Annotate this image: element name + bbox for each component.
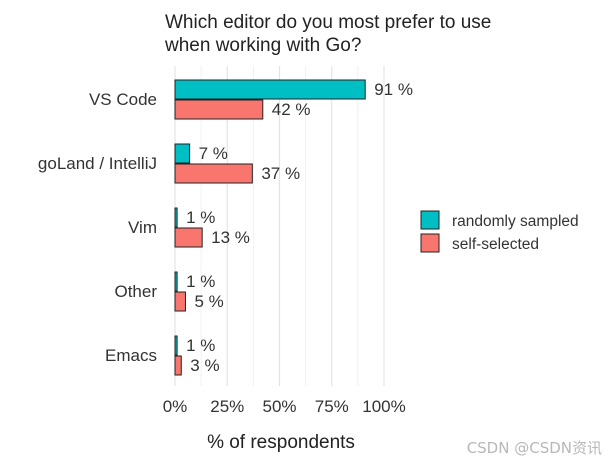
legend-swatch [420, 233, 440, 253]
bar [174, 335, 178, 356]
chart-title-line-2: when working with Go? [164, 35, 361, 56]
data-label: 37 % [261, 164, 300, 183]
data-label: 13 % [211, 228, 250, 247]
data-label: 3 % [190, 356, 219, 375]
bar [174, 207, 178, 228]
bars: 91 %42 %7 %37 %1 %13 %1 %5 %1 %3 % [174, 79, 413, 376]
x-tick-labels: 0% 25% 50% 75% 100% [163, 397, 406, 416]
data-label: 91 % [374, 80, 413, 99]
category-label: Other [114, 282, 157, 301]
data-label: 1 % [186, 208, 215, 227]
bar [174, 227, 203, 248]
category-label: goLand / IntelliJ [38, 154, 157, 173]
data-label: 5 % [194, 292, 223, 311]
watermark: CSDN @CSDN资讯 [466, 439, 602, 457]
category-label: Vim [128, 218, 157, 237]
data-label: 1 % [186, 272, 215, 291]
data-label: 42 % [272, 100, 311, 119]
bar [174, 291, 186, 312]
category-labels: VS Code goLand / IntelliJ Vim Other Emacs [38, 90, 157, 365]
x-tick-label: 75% [315, 397, 349, 416]
bar [174, 79, 366, 100]
category-label: Emacs [105, 346, 157, 365]
category-label: VS Code [89, 90, 157, 109]
bar [174, 271, 178, 292]
bar [174, 143, 191, 164]
legend-label: self-selected [452, 236, 539, 253]
bar [174, 163, 253, 184]
x-tick-label: 25% [210, 397, 244, 416]
x-axis-label: % of respondents [207, 432, 355, 453]
bar [174, 355, 182, 376]
data-label: 1 % [186, 336, 215, 355]
data-label: 7 % [199, 144, 228, 163]
legend-swatch [420, 210, 440, 230]
bar [174, 99, 264, 120]
legend: randomly sampled self-selected [420, 210, 579, 253]
x-tick-label: 0% [163, 397, 188, 416]
legend-label: randomly sampled [452, 213, 579, 230]
x-tick-label: 100% [362, 397, 405, 416]
chart-title-line-1: Which editor do you most prefer to use [165, 12, 491, 33]
x-tick-label: 50% [262, 397, 296, 416]
